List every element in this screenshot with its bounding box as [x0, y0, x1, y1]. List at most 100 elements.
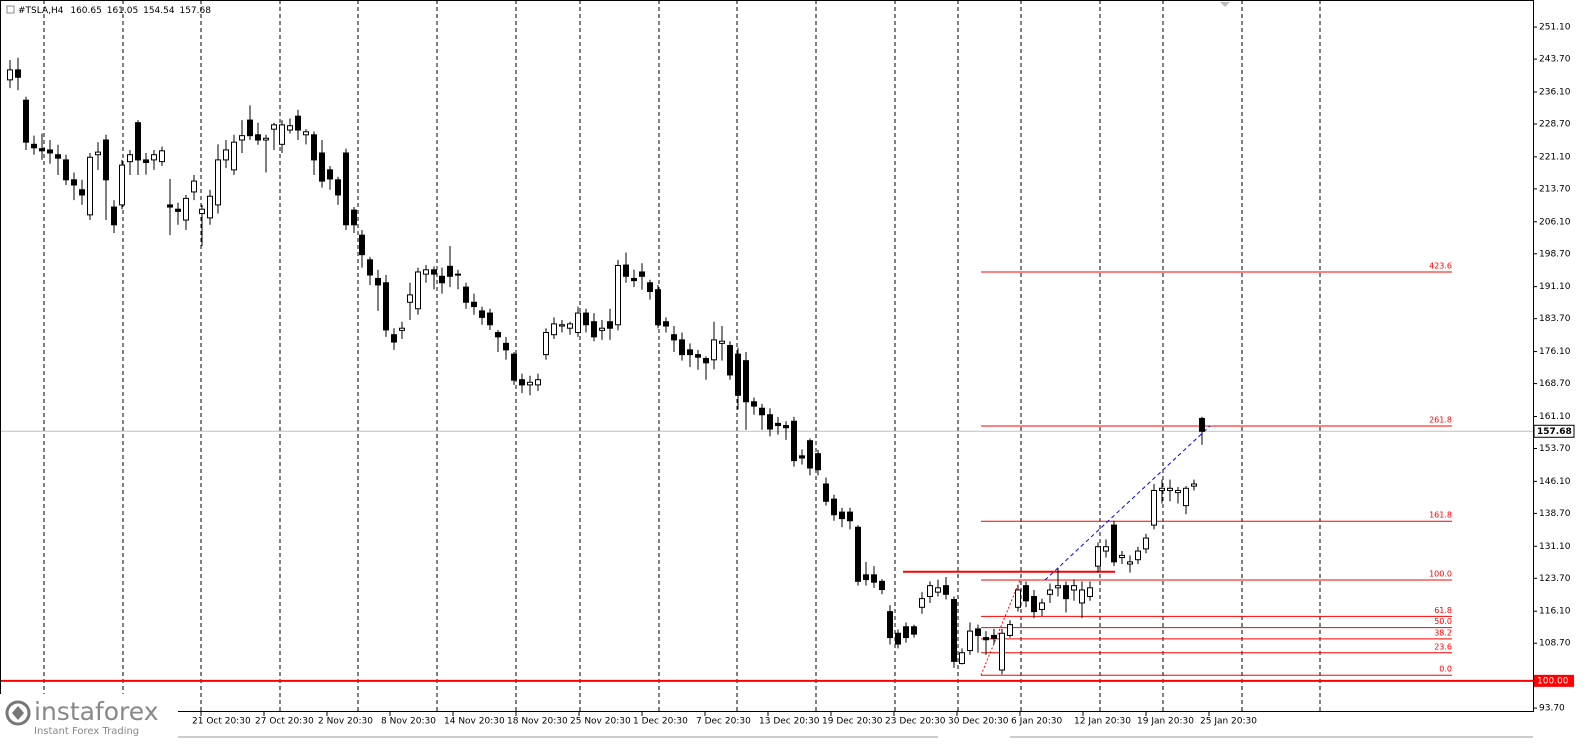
- candle-body: [167, 204, 173, 208]
- x-tick-label: 21 Oct 20:30: [192, 717, 251, 727]
- candle-body: [335, 179, 341, 196]
- candle-body: [447, 265, 453, 277]
- candle-body: [191, 180, 197, 193]
- candle-body: [207, 195, 213, 219]
- candle-body: [911, 626, 917, 635]
- plot-area: 0.0 23.6 38.2 50.0 61.8 100.0 161.8 261.8 423.6: [0, 0, 1533, 712]
- candle-body: [183, 197, 189, 221]
- candle-body: [735, 353, 741, 396]
- candle-body: [975, 628, 981, 636]
- x-tick-label: 7 Dec 20:30: [696, 717, 751, 727]
- candle-body: [999, 632, 1005, 671]
- candle-body: [903, 626, 909, 639]
- symbol: #TSLA,H4: [18, 6, 64, 16]
- candle-body: [759, 407, 765, 416]
- candle-body: [719, 340, 725, 344]
- candle-body: [991, 634, 997, 639]
- candle-body: [967, 630, 973, 652]
- candle-body: [311, 134, 317, 161]
- trend-projection: [1044, 425, 1211, 581]
- candle-body: [1087, 587, 1093, 597]
- candle-body: [1023, 585, 1029, 602]
- x-tick-label: 23 Dec 20:30: [885, 717, 946, 727]
- candle-body: [1199, 417, 1205, 432]
- candle-body: [71, 179, 77, 186]
- y-tick-label: 191.10: [1539, 282, 1571, 292]
- candle-body: [863, 574, 869, 581]
- fib-label: 100.0: [1429, 570, 1452, 579]
- candle-body: [959, 652, 965, 665]
- candle-body: [647, 282, 653, 292]
- candle-body: [495, 332, 501, 338]
- candle-body: [783, 425, 789, 429]
- candle-body: [807, 440, 813, 469]
- candle-body: [271, 124, 277, 130]
- logo: instaforex Instant Forex Trading: [0, 694, 178, 740]
- hline-label-box: [1534, 674, 1574, 687]
- candle-body: [223, 149, 229, 161]
- candle-body: [7, 69, 13, 81]
- candle-body: [359, 234, 365, 256]
- candle-body: [639, 271, 645, 277]
- y-tick-label: 131.10: [1539, 542, 1571, 552]
- candle-body: [1167, 487, 1173, 491]
- candle-body: [711, 339, 717, 361]
- candle-body: [823, 483, 829, 502]
- candle-body: [879, 580, 885, 591]
- fib-label: 261.8: [1429, 416, 1452, 425]
- shift-marker: [1220, 2, 1230, 7]
- candle-body: [943, 585, 949, 595]
- candle-body: [1183, 487, 1189, 507]
- y-tick-label: 168.70: [1539, 379, 1571, 389]
- candle-body: [431, 269, 437, 275]
- candle-body: [407, 294, 413, 303]
- y-tick-label: 93.70: [1539, 704, 1565, 714]
- candle-body: [327, 169, 333, 180]
- fib-label: 23.6: [1434, 642, 1452, 651]
- candle-body: [575, 312, 581, 334]
- title-high: 161.05: [107, 6, 139, 16]
- x-tick-label: 1 Dec 20:30: [633, 717, 688, 727]
- candle-body: [247, 119, 253, 137]
- title-low: 154.54: [143, 6, 175, 16]
- y-tick-label: 146.10: [1539, 477, 1571, 487]
- title-close: 157.68: [179, 6, 211, 16]
- candle-body: [599, 327, 605, 331]
- candle-body: [1159, 487, 1165, 491]
- candle-body: [1031, 595, 1037, 613]
- candle-body: [855, 526, 861, 582]
- candle-body: [927, 585, 933, 597]
- candle-body: [535, 379, 541, 386]
- candle-body: [471, 301, 477, 308]
- fib-label: 0.0: [1439, 665, 1452, 674]
- candle-body: [343, 152, 349, 226]
- x-tick-label: 13 Dec 20:30: [759, 717, 820, 727]
- candle-body: [1079, 589, 1085, 604]
- x-tick-label: 27 Oct 20:30: [255, 717, 314, 727]
- x-tick-label: 19 Dec 20:30: [822, 717, 883, 727]
- candle-body: [951, 599, 957, 662]
- candle-body: [1095, 546, 1101, 567]
- candle-body: [143, 159, 149, 163]
- candle-body: [87, 156, 93, 216]
- candle-body: [791, 420, 797, 462]
- chart-title: #TSLA,H4 160.65 161.05 154.54 157.68: [18, 6, 211, 16]
- candle-body: [391, 334, 397, 343]
- candle-body: [279, 124, 285, 145]
- plot-frame: [0, 0, 1534, 712]
- candle-body: [1143, 537, 1149, 550]
- candle-body: [799, 455, 805, 459]
- candle-body: [375, 277, 381, 286]
- candle-body: [663, 321, 669, 327]
- y-tick-label: 183.70: [1539, 314, 1571, 324]
- x-tick-label: 14 Nov 20:30: [444, 717, 505, 727]
- candle-body: [1015, 589, 1021, 608]
- candle-body: [831, 498, 837, 516]
- candle-body: [15, 69, 21, 78]
- candle-body: [55, 154, 61, 159]
- fib-label: 50.0: [1434, 617, 1452, 626]
- candle-body: [887, 611, 893, 639]
- candle-body: [679, 339, 685, 356]
- candle-body: [31, 143, 37, 149]
- candle-body: [871, 574, 877, 583]
